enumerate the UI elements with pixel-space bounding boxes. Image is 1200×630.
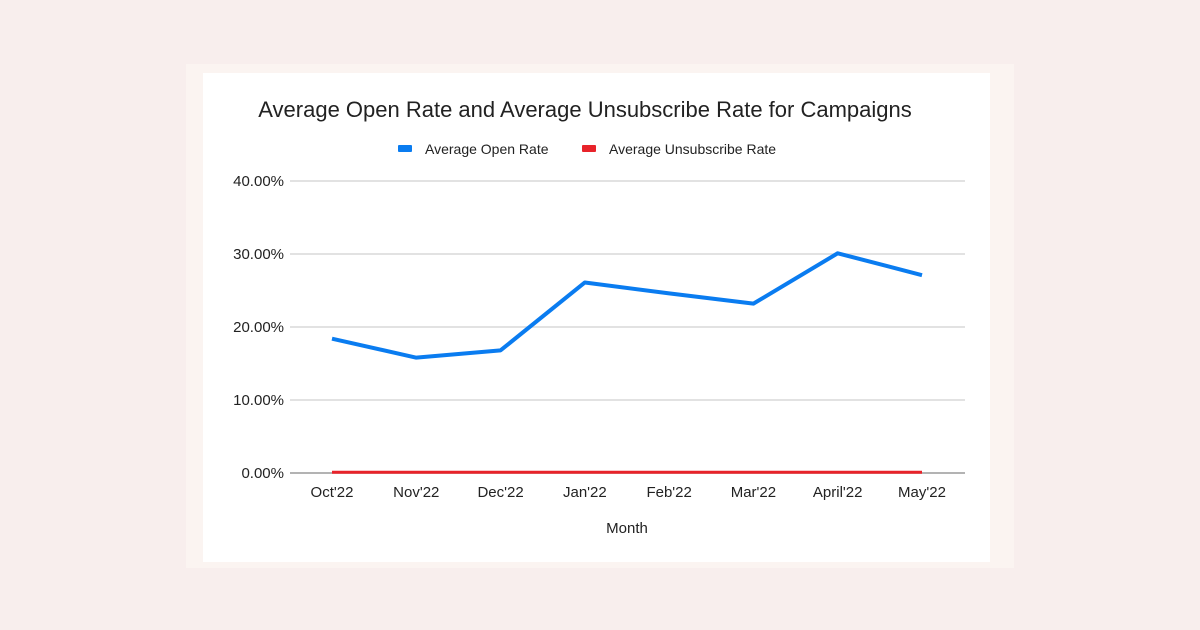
- x-tick-label: Jan'22: [563, 484, 607, 501]
- chart-title: Average Open Rate and Average Unsubscrib…: [258, 97, 911, 122]
- x-tick-label: May'22: [898, 484, 946, 501]
- x-tick-label: Dec'22: [477, 484, 523, 501]
- legend-label: Average Unsubscribe Rate: [609, 141, 776, 157]
- legend-swatch: [398, 145, 412, 152]
- grid: [290, 180, 965, 474]
- x-tick-label: Oct'22: [311, 484, 354, 501]
- x-tick-label: Mar'22: [731, 484, 776, 501]
- y-tick-label: 20.00%: [233, 319, 284, 336]
- series-line-open-rate: [331, 251, 923, 360]
- y-axis: 0.00% 10.00% 20.00% 30.00% 40.00%: [233, 173, 284, 482]
- x-tick-label: April'22: [813, 484, 863, 501]
- x-tick-label: Nov'22: [393, 484, 439, 501]
- x-tick-label: Feb'22: [646, 484, 691, 501]
- series-lines: [331, 251, 923, 474]
- y-tick-label: 40.00%: [233, 173, 284, 190]
- chart-card: [203, 73, 990, 562]
- x-axis-label: Month: [606, 520, 648, 537]
- legend-swatch: [582, 145, 596, 152]
- y-tick-label: 30.00%: [233, 246, 284, 263]
- y-tick-label: 10.00%: [233, 392, 284, 409]
- x-axis: Oct'22 Nov'22 Dec'22 Jan'22 Feb'22 Mar'22 Apri…: [311, 484, 946, 501]
- legend-label: Average Open Rate: [425, 141, 549, 157]
- legend: Average Open Rate Average Unsubscribe Rat…: [398, 141, 776, 157]
- y-tick-label: 0.00%: [241, 465, 284, 482]
